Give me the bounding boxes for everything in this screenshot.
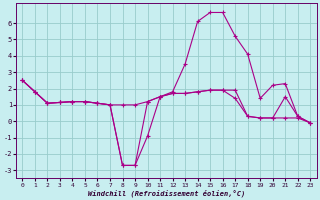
- X-axis label: Windchill (Refroidissement éolien,°C): Windchill (Refroidissement éolien,°C): [88, 189, 245, 197]
